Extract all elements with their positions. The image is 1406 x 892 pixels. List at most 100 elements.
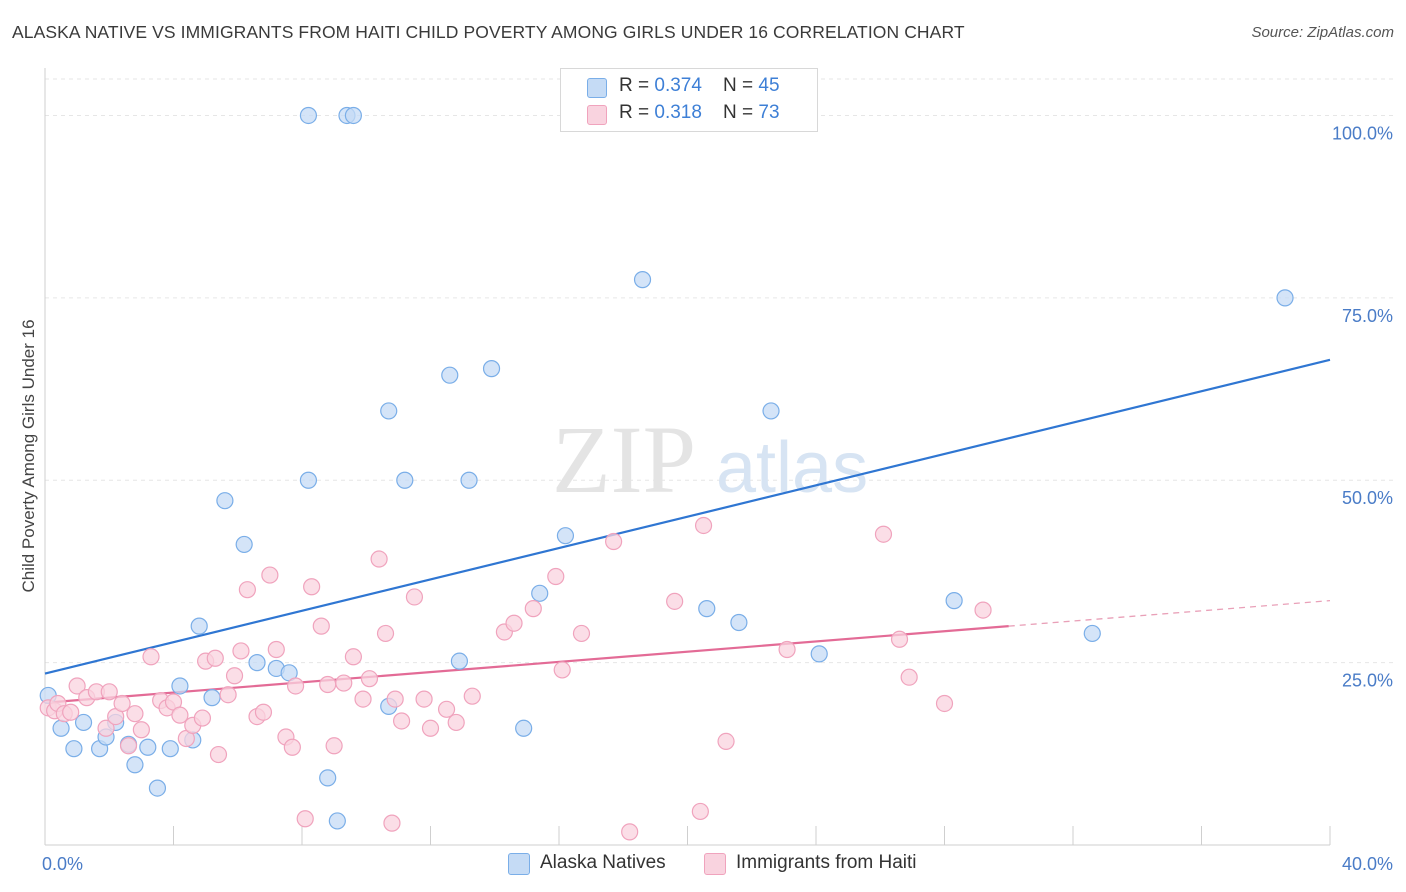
point-immigrants-haiti (219, 686, 237, 704)
point-alaska-natives (344, 106, 362, 125)
watermark-zip: ZIP (552, 406, 696, 513)
point-immigrants-haiti (97, 719, 115, 737)
watermark: ZIP atlas (552, 406, 868, 513)
legend-r-value: 0.318 (654, 102, 702, 123)
point-immigrants-haiti (206, 649, 224, 667)
point-immigrants-haiti (68, 677, 86, 695)
point-immigrants-haiti (119, 737, 138, 755)
legend-n-value: 45 (758, 75, 780, 96)
point-immigrants-haiti (694, 516, 713, 535)
chart-title: ALASKA NATIVE VS IMMIGRANTS FROM HAITI C… (12, 22, 965, 42)
point-alaska-natives (248, 654, 266, 672)
point-immigrants-haiti (142, 648, 160, 666)
point-immigrants-haiti (572, 624, 591, 643)
series-swatch-immigrants-haiti (704, 853, 726, 875)
point-immigrants-haiti (691, 802, 709, 821)
point-alaska-natives (161, 740, 179, 758)
x-tick-label: 0.0% (42, 854, 83, 874)
watermark-atlas: atlas (716, 428, 868, 508)
point-immigrants-haiti (62, 703, 80, 721)
point-alaska-natives (556, 527, 575, 545)
point-alaska-natives (216, 492, 234, 510)
y-tick-label: 50.0% (1342, 488, 1393, 508)
point-alaska-natives (380, 402, 398, 420)
point-alaska-natives (441, 366, 459, 384)
point-alaska-natives (65, 740, 83, 758)
point-immigrants-haiti (874, 525, 893, 543)
point-immigrants-haiti (415, 690, 433, 708)
legend-swatch-alaska-natives (587, 78, 607, 98)
legend-swatch-immigrants-haiti (587, 105, 607, 125)
point-immigrants-haiti (900, 668, 918, 686)
point-alaska-natives (450, 652, 469, 670)
point-immigrants-haiti (335, 674, 353, 692)
point-immigrants-haiti (261, 566, 279, 584)
point-alaska-natives (299, 106, 318, 125)
point-immigrants-haiti (386, 690, 404, 708)
point-immigrants-haiti (553, 661, 571, 679)
point-immigrants-haiti (717, 732, 735, 751)
point-immigrants-haiti (254, 703, 273, 721)
point-immigrants-haiti (132, 721, 150, 739)
trend-lines (44, 358, 1331, 704)
point-alaska-natives (531, 584, 549, 602)
point-immigrants-haiti (447, 713, 465, 732)
point-alaska-natives (126, 756, 144, 774)
point-alaska-natives (52, 719, 70, 737)
point-alaska-natives (74, 713, 93, 732)
point-alaska-natives (762, 402, 780, 420)
legend-r-label: R = (619, 102, 655, 123)
point-immigrants-haiti (325, 737, 343, 755)
trend-line-alaska-natives (44, 358, 1331, 675)
axes (44, 68, 1331, 846)
point-alaska-natives (633, 271, 652, 289)
point-alaska-natives (299, 471, 318, 489)
point-alaska-natives (396, 471, 414, 489)
point-immigrants-haiti (312, 617, 330, 635)
point-immigrants-haiti (209, 745, 228, 764)
point-alaska-natives (730, 613, 748, 632)
series-label-alaska-natives: Alaska Natives (540, 852, 666, 873)
point-immigrants-haiti (303, 578, 321, 596)
point-immigrants-haiti (354, 690, 372, 708)
point-alaska-natives (698, 600, 716, 618)
point-immigrants-haiti (505, 614, 523, 632)
point-alaska-natives (482, 360, 501, 378)
tick-labels: 25.0% 50.0% 75.0% 100.0% 0.0% 40.0% (42, 123, 1393, 874)
point-immigrants-haiti (319, 675, 337, 694)
trend-line-immigrants-haiti (44, 625, 1009, 704)
point-alaska-natives (328, 812, 346, 830)
correlation-legend: R = 0.374 N = 45 R = 0.318 N = 73 (560, 68, 818, 132)
point-immigrants-haiti (296, 810, 314, 828)
legend-r-value: 0.374 (654, 75, 702, 96)
point-alaska-natives (139, 738, 157, 756)
point-immigrants-haiti (126, 705, 144, 723)
point-immigrants-haiti (100, 683, 118, 701)
point-immigrants-haiti (778, 640, 796, 659)
legend-n-value: 73 (758, 102, 780, 123)
point-immigrants-haiti (267, 640, 285, 659)
point-alaska-natives (235, 535, 253, 554)
series-swatch-alaska-natives (508, 853, 530, 875)
data-points (39, 106, 1294, 841)
point-immigrants-haiti (370, 550, 388, 568)
trend-extension-immigrants-haiti (1008, 599, 1331, 627)
point-immigrants-haiti (437, 700, 456, 718)
point-alaska-natives (1276, 289, 1294, 307)
point-alaska-natives (1083, 624, 1101, 643)
point-alaska-natives (810, 645, 828, 663)
point-immigrants-haiti (113, 694, 131, 713)
point-immigrants-haiti (171, 706, 189, 724)
point-alaska-natives (190, 617, 208, 635)
point-immigrants-haiti (193, 709, 212, 727)
point-immigrants-haiti (935, 694, 954, 713)
point-immigrants-haiti (376, 624, 395, 643)
legend-r-label: R = (619, 75, 655, 96)
point-immigrants-haiti (225, 667, 244, 685)
y-axis-label: Child Poverty Among Girls Under 16 (19, 319, 38, 592)
point-immigrants-haiti (974, 601, 992, 619)
x-tick-label: 40.0% (1342, 854, 1393, 874)
point-immigrants-haiti (238, 581, 256, 599)
chart-source: Source: ZipAtlas.com (1251, 24, 1394, 41)
